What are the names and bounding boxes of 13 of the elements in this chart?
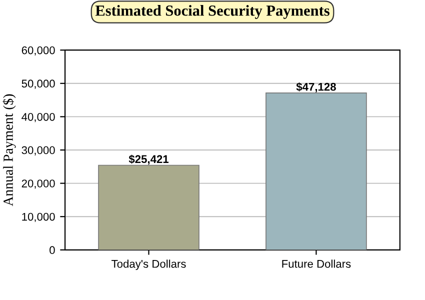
data-label: $25,421: [128, 154, 169, 165]
y-axis-title: Annual Payment ($): [2, 94, 16, 206]
y-tick-label: 30,000: [22, 146, 55, 156]
y-tick-label: 50,000: [22, 80, 55, 89]
y-tick-label: 60,000: [22, 46, 55, 56]
data-label: $47,128: [296, 82, 336, 92]
y-tick-label: 10,000: [22, 212, 55, 222]
x-tick-label: Today's Dollars: [112, 260, 186, 270]
chart-title: Estimated Social Security Payments: [95, 5, 330, 19]
y-tick-label: 0: [50, 246, 55, 254]
y-tick-label: 20,000: [22, 180, 55, 189]
y-tick-label: 40,000: [22, 112, 55, 122]
x-tick-label: Future Dollars: [282, 260, 351, 268]
